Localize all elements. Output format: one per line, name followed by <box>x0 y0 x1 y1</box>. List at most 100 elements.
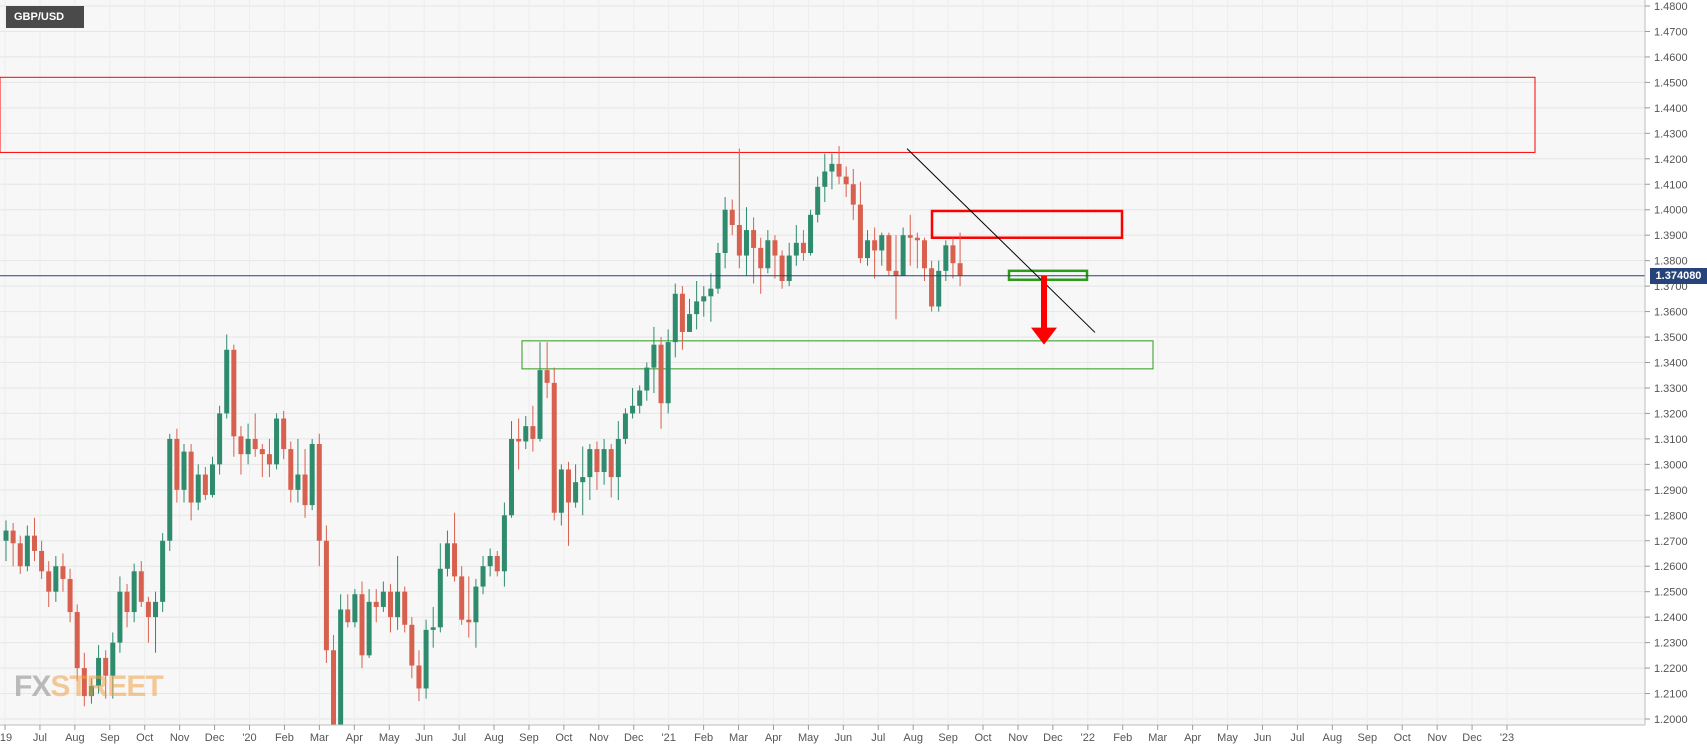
candle-bullish <box>943 245 949 271</box>
y-tick-label: 1.4700 <box>1654 26 1688 38</box>
candle-bearish <box>850 184 856 205</box>
candle-bullish <box>160 540 166 602</box>
y-tick-label: 1.2000 <box>1654 714 1688 726</box>
candle-bullish <box>53 566 59 592</box>
candle-bullish <box>245 438 251 455</box>
y-tick-label: 1.3200 <box>1654 408 1688 420</box>
candle-bullish <box>879 235 885 251</box>
candle-bullish <box>309 443 315 506</box>
candle-bearish <box>188 451 194 503</box>
down-arrow-head <box>1031 327 1057 345</box>
y-tick-label: 1.4600 <box>1654 52 1688 64</box>
candle-bearish <box>800 242 806 254</box>
candle-bullish <box>765 240 771 269</box>
y-tick-label: 1.4800 <box>1654 1 1688 13</box>
y-tick-label: 1.2500 <box>1654 587 1688 599</box>
x-tick-label: Jul <box>1290 732 1304 744</box>
candle-bullish <box>395 591 401 618</box>
y-tick-label: 1.3900 <box>1654 230 1688 242</box>
candle-bearish <box>409 624 415 666</box>
y-tick-label: 1.4100 <box>1654 179 1688 191</box>
candle-bullish <box>153 601 159 618</box>
candle-bullish <box>181 451 187 490</box>
grid-lines <box>0 5 1645 720</box>
x-tick-label: Apr <box>1184 732 1201 744</box>
candle-bearish <box>202 474 208 495</box>
candle-bearish <box>281 418 287 450</box>
candle-bullish <box>480 566 486 587</box>
candle-bearish <box>736 224 742 256</box>
candle-bullish <box>366 601 372 656</box>
candle-bearish <box>46 571 52 592</box>
candle-bullish <box>523 426 529 442</box>
candle-bullish <box>694 301 700 315</box>
candle-bearish <box>779 255 785 282</box>
x-tick-label: Sep <box>519 732 539 744</box>
candle-bullish <box>573 482 579 503</box>
candle-bearish <box>316 443 322 541</box>
candle-bearish <box>387 591 393 618</box>
x-tick-label: Aug <box>65 732 85 744</box>
x-tick-label: Nov <box>1427 732 1447 744</box>
candle-bullish <box>430 627 436 630</box>
zone-layer <box>0 76 1536 370</box>
candle-bullish <box>437 568 443 628</box>
candle-bullish <box>580 477 586 483</box>
candle-bearish <box>594 449 600 472</box>
x-tick-label: '22 <box>1081 732 1095 744</box>
resistance-zone <box>0 76 1536 153</box>
candle-bullish <box>708 288 714 297</box>
candle-bearish <box>266 454 272 465</box>
down-arrow-shaft <box>1041 275 1047 329</box>
candle-bearish <box>565 469 571 503</box>
support-zone <box>521 340 1154 370</box>
candle-bullish <box>24 535 30 567</box>
x-tick-label: Jul <box>452 732 466 744</box>
candle-bullish <box>537 370 543 439</box>
candle-bearish <box>60 566 66 579</box>
y-axis: 1.4800 1.4700 1.4600 1.4500 1.4400 1.4300 1.42… <box>1645 1 1688 726</box>
y-tick-label: 1.4300 <box>1654 128 1688 140</box>
candle-bearish <box>174 438 180 490</box>
candle-bullish <box>630 405 636 414</box>
candle-bearish <box>893 270 899 276</box>
candle-bearish <box>551 382 557 513</box>
candle-bearish <box>872 240 878 251</box>
x-tick-label: '21 <box>662 732 676 744</box>
candle-bullish <box>423 629 429 689</box>
y-tick-label: 1.2600 <box>1654 561 1688 573</box>
candle-bullish <box>715 253 721 289</box>
candle-bearish <box>466 619 472 623</box>
candle-bearish <box>81 668 87 697</box>
x-tick-label: May <box>1217 732 1238 744</box>
candle-bearish <box>886 235 892 271</box>
candle-bearish <box>452 543 458 577</box>
candle-bearish <box>402 591 408 625</box>
candle-bearish <box>31 535 37 551</box>
x-tick-label: Feb <box>694 732 713 744</box>
candle-bearish <box>331 650 337 725</box>
candle-bearish <box>10 530 16 544</box>
y-tick-label: 1.4400 <box>1654 103 1688 115</box>
candle-bearish <box>836 163 842 177</box>
candle-bullish <box>501 515 507 572</box>
x-axis: '19 Jul Aug Sep Oct Nov Dec '20 Feb Mar Apr May Jun J… <box>0 725 1514 744</box>
x-tick-label: Dec <box>1462 732 1482 744</box>
candle-bullish <box>88 685 94 697</box>
y-tick-label: 1.2200 <box>1654 663 1688 675</box>
candle-bearish <box>138 571 144 602</box>
candle-bearish <box>288 449 294 490</box>
candle-bullish <box>936 270 942 307</box>
candle-bearish <box>608 449 614 478</box>
candle-bullish <box>601 449 607 472</box>
candle-bearish <box>259 449 265 455</box>
y-tick-label: 1.2100 <box>1654 689 1688 701</box>
candle-bearish <box>494 556 500 572</box>
x-tick-label: Nov <box>1008 732 1028 744</box>
x-tick-label: Jun <box>415 732 433 744</box>
candle-bullish <box>217 413 223 465</box>
x-tick-label: Sep <box>1357 732 1377 744</box>
candle-bearish <box>658 344 664 404</box>
